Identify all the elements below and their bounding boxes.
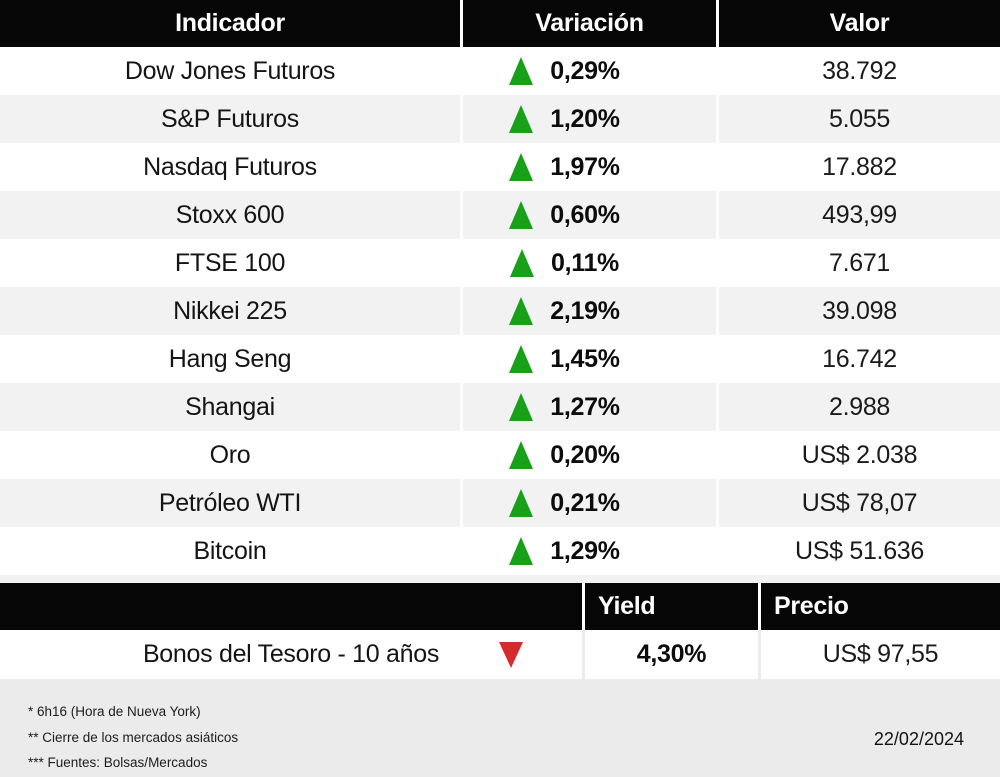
value-label: 17.882 [716,143,1000,191]
header-value: Valor [716,0,1000,47]
indicator-label: Dow Jones Futuros [124,56,336,85]
value-label: 39.098 [716,287,1000,335]
table-divider [0,575,1000,583]
variation-percent: 1,45% [550,344,620,373]
variation-cell: 1,97% [460,143,716,191]
variation-percent: 0,29% [550,56,620,85]
variation-percent: 1,29% [550,536,620,565]
value-label: 2.988 [716,383,1000,431]
table-row-dow-jones: Dow Jones Futuros 0,29% 38.792 [0,47,1000,95]
variation-percent: 1,27% [550,392,620,421]
header-yield: Yield [582,583,758,630]
variation-percent: 0,20% [550,440,620,469]
up-triangle-icon [509,537,534,565]
value-label: US$ 51.636 [716,527,1000,575]
table-row-nikkei: Nikkei 225 2,19% 39.098 [0,287,1000,335]
footnote-time: * 6h16 (Hora de Nueva York) [28,704,201,719]
indicator-label: Nasdaq Futuros [143,152,317,181]
header-empty [0,583,582,630]
variation-percent: 2,19% [550,296,620,325]
up-triangle-icon [509,249,534,277]
up-triangle-icon [509,441,534,469]
footnote-asian-markets: ** Cierre de los mercados asiáticos [28,729,239,745]
up-triangle-icon [509,105,534,133]
up-triangle-icon [509,297,534,325]
value-label: US$ 2.038 [716,431,1000,479]
indicator-label: Petróleo WTI [158,488,302,517]
table-row-stoxx: Stoxx 600 0,60% 493,99 [0,191,1000,239]
header-variation: Variación [460,0,716,47]
value-label: 5.055 [716,95,1000,143]
table-row-hang-seng: Hang Seng 1,45% 16.742 [0,335,1000,383]
indicator-label: Hang Seng [168,344,292,373]
variation-cell: 1,27% [460,383,716,431]
up-triangle-icon [509,393,534,421]
variation-percent: 0,21% [550,488,620,517]
footnote-sources: *** Fuentes: Bolsas/Mercados [28,755,208,770]
indicator-label: FTSE 100 [174,248,286,277]
table-header: Indicador Variación Valor [0,0,1000,47]
down-triangle-icon [499,642,523,668]
table-row-sp: S&P Futuros 1,20% 5.055 [0,95,1000,143]
table-row-ftse: FTSE 100 0,11% 7.671 [0,239,1000,287]
variation-cell: 1,20% [460,95,716,143]
value-label: US$ 78,07 [716,479,1000,527]
up-triangle-icon [509,57,534,85]
date-label: 22/02/2024 [873,729,964,749]
indicator-label: Stoxx 600 [175,200,285,229]
up-triangle-icon [509,345,534,373]
variation-cell: 2,19% [460,287,716,335]
footer: * 6h16 (Hora de Nueva York) ** Cierre de… [0,679,1000,777]
variation-percent: 0,60% [550,200,620,229]
bonds-table-header: Yield Precio [0,583,1000,630]
indicator-label: Nikkei 225 [173,296,287,325]
variation-cell: 0,20% [460,431,716,479]
indicator-label: Shangai [185,392,275,421]
table-row-shangai: Shangai 1,27% 2.988 [0,383,1000,431]
variation-cell: 0,21% [460,479,716,527]
indicator-label: Bonos del Tesoro - 10 años [142,640,440,668]
price-value: US$ 97,55 [758,630,1000,679]
header-indicator: Indicador [175,9,285,37]
variation-percent: 1,97% [550,152,620,181]
up-triangle-icon [509,201,534,229]
table-row-petroleo: Petróleo WTI 0,21% US$ 78,07 [0,479,1000,527]
value-label: 7.671 [716,239,1000,287]
variation-percent: 1,20% [550,104,620,133]
variation-percent: 0,11% [550,248,619,277]
table-row-bitcoin: Bitcoin 1,29% US$ 51.636 [0,527,1000,575]
variation-cell: 1,45% [460,335,716,383]
variation-cell: 0,29% [460,47,716,95]
value-label: 493,99 [716,191,1000,239]
header-precio: Precio [758,583,1000,630]
table-row-oro: Oro 0,20% US$ 2.038 [0,431,1000,479]
value-label: 38.792 [716,47,1000,95]
table-body: Dow Jones Futuros 0,29% 38.792 S&P Futur… [0,47,1000,575]
indicator-label: S&P Futuros [161,104,299,133]
variation-cell: 0,11% [460,239,716,287]
variation-cell: 1,29% [460,527,716,575]
indicator-label: Oro [209,440,251,469]
table-row-bonos-tesoro: Bonos del Tesoro - 10 años 4,30% US$ 97,… [0,630,1000,679]
indicator-label: Bitcoin [193,536,267,565]
table-row-nasdaq: Nasdaq Futuros 1,97% 17.882 [0,143,1000,191]
yield-value: 4,30% [582,630,758,679]
up-triangle-icon [509,489,534,517]
variation-cell: 0,60% [460,191,716,239]
value-label: 16.742 [716,335,1000,383]
up-triangle-icon [509,153,534,181]
bond-indicator-cell: Bonos del Tesoro - 10 años [0,630,582,679]
